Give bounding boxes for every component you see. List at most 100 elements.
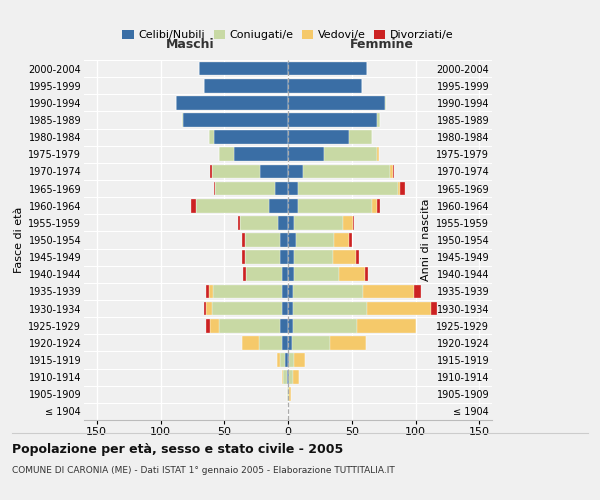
Bar	[332, 250, 356, 264]
Bar	[280, 233, 288, 247]
Bar	[288, 164, 304, 178]
Bar	[281, 268, 288, 281]
Bar	[377, 113, 380, 127]
Bar	[372, 199, 377, 212]
Bar	[288, 148, 324, 161]
Bar	[398, 182, 400, 196]
Bar	[400, 182, 406, 196]
Bar	[280, 319, 288, 332]
Bar	[280, 353, 286, 367]
Bar	[377, 148, 379, 161]
Bar	[281, 284, 288, 298]
Bar	[242, 250, 245, 264]
Bar	[259, 336, 281, 349]
Bar	[288, 302, 293, 316]
Bar	[363, 284, 414, 298]
Bar	[392, 164, 394, 178]
Bar	[298, 199, 372, 212]
Bar	[242, 336, 259, 349]
Bar	[356, 250, 359, 264]
Bar	[283, 370, 287, 384]
Bar	[184, 113, 288, 127]
Bar	[353, 216, 355, 230]
Legend: Celibi/Nubili, Coniugati/e, Vedovi/e, Divorziati/e: Celibi/Nubili, Coniugati/e, Vedovi/e, Di…	[122, 30, 454, 40]
Text: COMUNE DI CARONIA (ME) - Dati ISTAT 1° gennaio 2005 - Elaborazione TUTTITALIA.IT: COMUNE DI CARONIA (ME) - Dati ISTAT 1° g…	[12, 466, 395, 475]
Bar	[349, 130, 372, 144]
Bar	[213, 284, 281, 298]
Bar	[295, 250, 332, 264]
Bar	[293, 370, 299, 384]
Bar	[278, 216, 288, 230]
Bar	[292, 336, 330, 349]
Bar	[260, 164, 288, 178]
Text: Popolazione per età, sesso e stato civile - 2005: Popolazione per età, sesso e stato civil…	[12, 442, 343, 456]
Bar	[288, 216, 295, 230]
Bar	[288, 130, 349, 144]
Bar	[242, 233, 245, 247]
Bar	[377, 199, 380, 212]
Bar	[275, 182, 288, 196]
Bar	[238, 216, 239, 230]
Bar	[339, 268, 365, 281]
Bar	[199, 62, 288, 76]
Bar	[288, 284, 293, 298]
Bar	[210, 164, 212, 178]
Text: Maschi: Maschi	[166, 38, 214, 51]
Bar	[334, 233, 349, 247]
Bar	[219, 148, 235, 161]
Bar	[209, 130, 214, 144]
Bar	[288, 353, 289, 367]
Bar	[296, 233, 334, 247]
Bar	[293, 284, 363, 298]
Bar	[288, 199, 298, 212]
Bar	[288, 233, 296, 247]
Bar	[324, 148, 377, 161]
Bar	[288, 113, 377, 127]
Bar	[196, 199, 269, 212]
Y-axis label: Anni di nascita: Anni di nascita	[421, 198, 431, 281]
Bar	[286, 353, 288, 367]
Bar	[206, 319, 210, 332]
Bar	[212, 302, 281, 316]
Bar	[191, 199, 196, 212]
Bar	[204, 79, 288, 92]
Bar	[288, 62, 367, 76]
Bar	[277, 353, 280, 367]
Bar	[295, 268, 339, 281]
Bar	[295, 216, 343, 230]
Bar	[287, 388, 288, 401]
Bar	[288, 182, 298, 196]
Bar	[293, 319, 357, 332]
Bar	[280, 250, 288, 264]
Bar	[288, 388, 289, 401]
Bar	[176, 96, 288, 110]
Bar	[239, 216, 278, 230]
Bar	[288, 250, 295, 264]
Bar	[269, 199, 288, 212]
Bar	[293, 302, 367, 316]
Bar	[214, 182, 215, 196]
Bar	[367, 302, 431, 316]
Bar	[215, 182, 275, 196]
Bar	[343, 216, 353, 230]
Bar	[289, 370, 293, 384]
Bar	[288, 370, 289, 384]
Bar	[414, 284, 421, 298]
Bar	[288, 96, 385, 110]
Bar	[246, 268, 281, 281]
Bar	[288, 79, 362, 92]
Bar	[289, 388, 290, 401]
Bar	[289, 353, 295, 367]
Bar	[288, 319, 293, 332]
Bar	[281, 336, 288, 349]
Bar	[385, 96, 386, 110]
Bar	[357, 319, 416, 332]
Bar	[298, 182, 398, 196]
Bar	[245, 233, 280, 247]
Bar	[206, 284, 209, 298]
Bar	[245, 250, 280, 264]
Bar	[206, 302, 212, 316]
Bar	[212, 164, 260, 178]
Bar	[244, 268, 246, 281]
Bar	[365, 268, 368, 281]
